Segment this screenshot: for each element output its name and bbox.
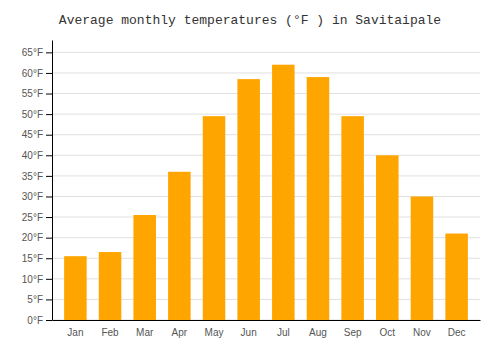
tick-mark <box>46 279 52 280</box>
bar <box>203 116 226 320</box>
tick: 25°F <box>22 212 52 223</box>
tick: 20°F <box>22 232 52 243</box>
grid <box>52 52 480 320</box>
tick-label: Aug <box>309 327 327 338</box>
grid-line <box>52 52 480 53</box>
tick: 40°F <box>22 150 52 161</box>
tick-label: Mar <box>136 327 154 338</box>
tick-mark <box>46 155 52 156</box>
bar <box>376 155 399 320</box>
tick-label: 50°F <box>22 109 43 120</box>
grid-line <box>52 175 480 176</box>
tick-label: 15°F <box>22 253 43 264</box>
tick-mark <box>46 258 52 259</box>
tick-label: Dec <box>448 327 466 338</box>
tick-label: 5°F <box>27 294 43 305</box>
tick: Sep <box>344 327 362 338</box>
bar <box>272 65 295 320</box>
tick-label: Jul <box>277 327 290 338</box>
tick-label: 35°F <box>22 171 43 182</box>
tick-label: 45°F <box>22 129 43 140</box>
tick: 10°F <box>22 274 52 285</box>
y-axis: 0°F 5°F 10°F 15°F 20°F 25°F 30°F 35°F 40°F 45°F 50… <box>22 41 53 326</box>
tick-mark <box>46 114 52 115</box>
tick: 30°F <box>22 191 52 202</box>
bar <box>99 252 122 320</box>
plot: 0°F 5°F 10°F 15°F 20°F 25°F 30°F 35°F 40°F 45°F 50… <box>22 41 481 339</box>
tick: Oct <box>380 327 396 338</box>
tick-label: 20°F <box>22 232 43 243</box>
tick-label: 40°F <box>22 150 43 161</box>
tick-mark <box>46 52 52 53</box>
axis-line <box>53 320 481 321</box>
bar <box>411 196 434 320</box>
tick-label: 65°F <box>22 47 43 58</box>
tick: 50°F <box>22 109 52 120</box>
tick-mark <box>46 320 52 321</box>
tick-mark <box>46 176 52 177</box>
tick-label: 0°F <box>27 315 43 326</box>
tick-mark <box>46 217 52 218</box>
tick-label: 10°F <box>22 274 43 285</box>
bar <box>133 215 156 320</box>
tick: 60°F <box>22 68 52 79</box>
title: Average monthly temperatures (°F ) in Sa… <box>59 13 441 28</box>
tick: 45°F <box>22 129 52 140</box>
tick: Apr <box>172 327 188 338</box>
bar <box>168 172 191 320</box>
tick-label: 30°F <box>22 191 43 202</box>
tick: 65°F <box>22 47 52 58</box>
tick: Jan <box>67 327 83 338</box>
tick: 55°F <box>22 88 52 99</box>
grid-line <box>52 155 480 156</box>
bar <box>64 256 87 320</box>
tick: Jun <box>241 327 257 338</box>
tick-label: Feb <box>101 327 119 338</box>
tick: 0°F <box>27 315 52 326</box>
tick-label: 55°F <box>22 88 43 99</box>
tick: Nov <box>413 327 431 338</box>
tick-mark <box>46 238 52 239</box>
tick-label: Sep <box>344 327 362 338</box>
tick-label: Jun <box>241 327 257 338</box>
grid-line <box>52 93 480 94</box>
tick-label: Oct <box>380 327 396 338</box>
tick: Mar <box>136 327 154 338</box>
bar <box>237 79 260 320</box>
tick: 35°F <box>22 171 52 182</box>
tick: 15°F <box>22 253 52 264</box>
tick: Feb <box>101 327 119 338</box>
tick: Jul <box>277 327 290 338</box>
tick-label: May <box>205 327 224 338</box>
tick: May <box>205 327 224 338</box>
tick-mark <box>46 135 52 136</box>
tick-mark <box>46 94 52 95</box>
grid-line <box>52 72 480 73</box>
tick-label: Apr <box>172 327 188 338</box>
tick-mark <box>46 299 52 300</box>
bar <box>445 234 468 320</box>
axis-line <box>52 41 53 321</box>
tick-label: Nov <box>413 327 431 338</box>
bar <box>341 116 364 320</box>
tick-label: 60°F <box>22 68 43 79</box>
chart: 0°F 5°F 10°F 15°F 20°F 25°F 30°F 35°F 40°F 45°F 50… <box>0 0 500 350</box>
tick: 5°F <box>27 294 52 305</box>
grid-line <box>52 114 480 115</box>
tick-mark <box>46 73 52 74</box>
tick-label: Jan <box>67 327 83 338</box>
tick-label: 25°F <box>22 212 43 223</box>
x-axis: Jan Feb Mar Apr May Jun Jul Aug Sep Oct Nov Dec <box>53 321 481 339</box>
grid-line <box>52 134 480 135</box>
tick: Dec <box>448 327 466 338</box>
tick-mark <box>46 196 52 197</box>
bars <box>64 65 468 320</box>
bar <box>307 77 330 320</box>
tick: Aug <box>309 327 327 338</box>
